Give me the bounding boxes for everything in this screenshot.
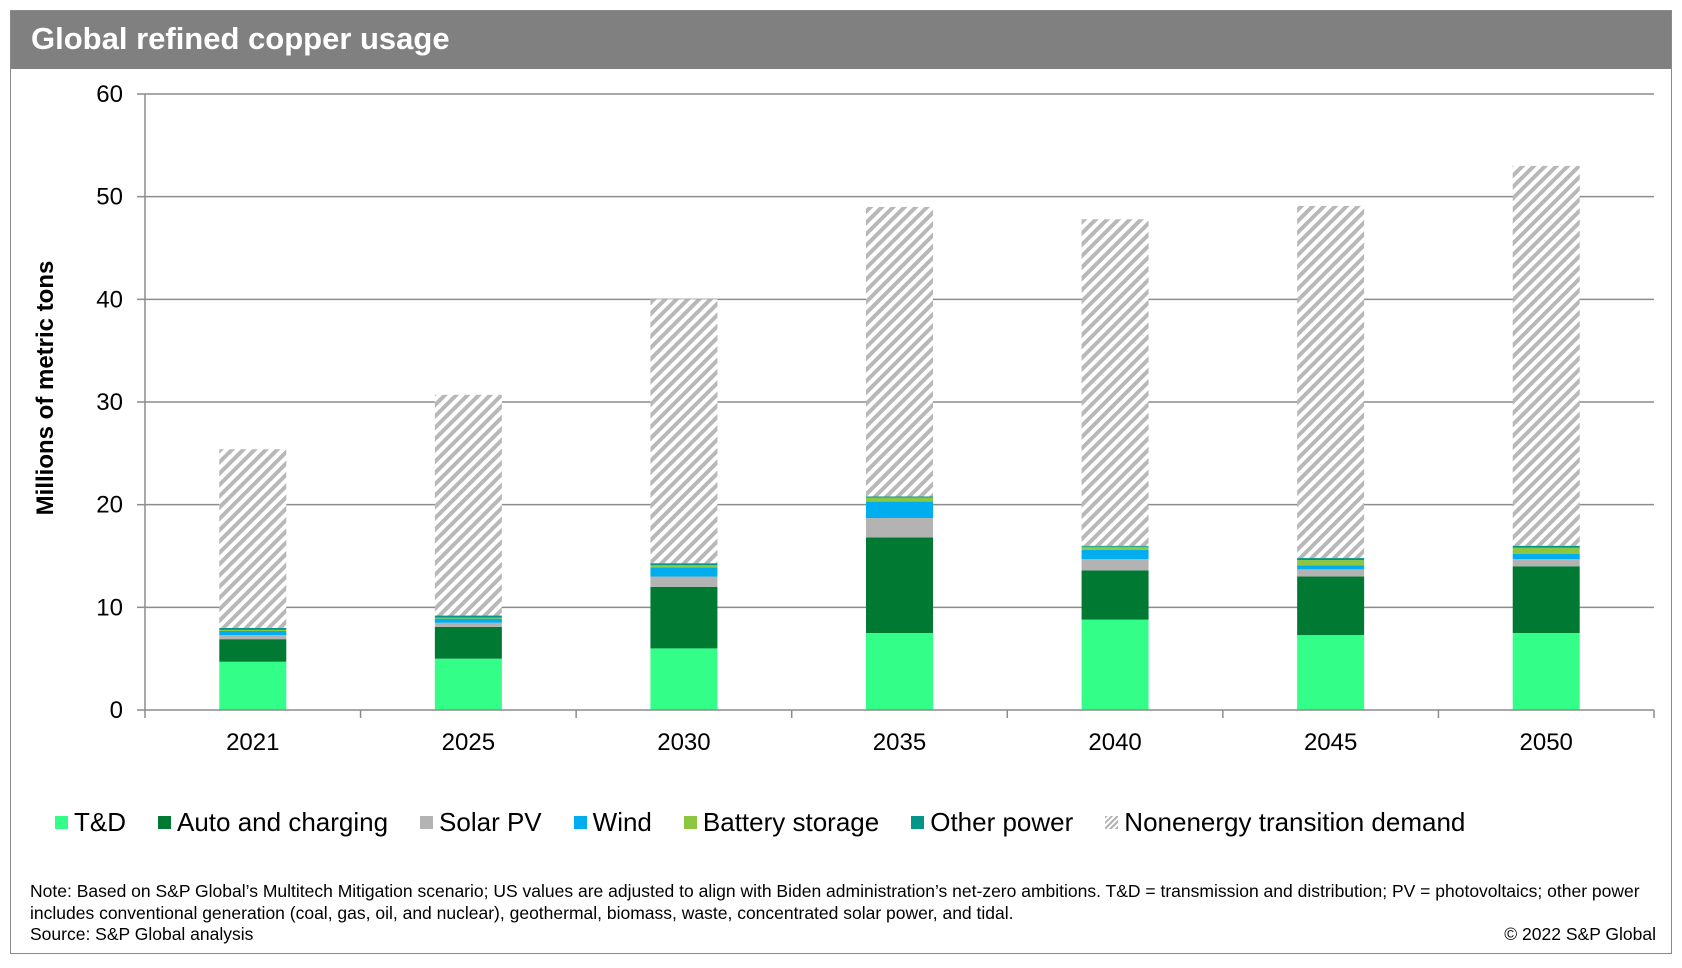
legend-swatch: [573, 815, 587, 829]
y-tick-label: 40: [96, 286, 123, 313]
x-tick-label: 2045: [1304, 729, 1357, 756]
legend-swatch: [911, 815, 925, 829]
bar-segment: [650, 563, 718, 566]
chart-legend: T&D Auto and charging Solar PV Wind Battery …: [55, 805, 1655, 839]
bar-segment: [219, 635, 287, 640]
legend-item: Auto and charging: [158, 807, 388, 838]
bar-segment: [1297, 635, 1365, 710]
bar-segment: [1081, 545, 1149, 547]
copyright-text: © 2022 S&P Global: [1504, 924, 1656, 944]
legend-label: Other power: [930, 806, 1074, 837]
bar-segment: [219, 629, 287, 631]
bar-segment: [434, 615, 502, 618]
footnote: Note: Based on S&P Global’s Multitech Mi…: [30, 881, 1640, 923]
bar-segment: [219, 627, 287, 630]
source-text: Source: S&P Global analysis: [30, 924, 254, 944]
bar-segment: [1081, 570, 1149, 620]
bars: [219, 165, 1580, 710]
legend-swatch: [55, 815, 68, 829]
y-tick-label: 50: [96, 184, 123, 211]
bar-segment: [866, 501, 933, 519]
legend-item: T&D: [55, 807, 126, 838]
y-tick-label: 10: [96, 594, 123, 621]
legend-item: Wind: [573, 806, 652, 838]
bar-segment: [434, 617, 502, 619]
legend-label: Solar PV: [439, 806, 542, 837]
bar-segment: [219, 639, 287, 662]
bar-segment: [866, 206, 933, 497]
y-tick-label: 20: [96, 492, 123, 519]
x-tick-label: 2021: [226, 729, 279, 756]
legend-item: Nonenergy transition demand: [1105, 807, 1465, 838]
legend-label: Wind: [592, 806, 652, 837]
bar-segment: [650, 565, 718, 568]
x-tick-label: 2025: [442, 729, 495, 756]
chart-frame: Global refined copper usage: [10, 10, 1672, 954]
bar-segment: [1081, 619, 1149, 710]
bar-segment: [1512, 547, 1580, 554]
x-tick-label: 2040: [1088, 729, 1141, 756]
legend-item: Battery storage: [683, 806, 880, 838]
bar-segment: [1297, 205, 1365, 559]
bar-segment: [866, 633, 933, 710]
bar-segment: [1297, 560, 1365, 566]
bar-segment: [650, 567, 718, 577]
y-tick-label: 60: [96, 81, 123, 108]
bar-segment: [650, 648, 718, 710]
bar-segment: [866, 497, 933, 502]
bar-segment: [1297, 576, 1365, 636]
legend-swatch: [683, 815, 697, 829]
y-tick-label: 30: [96, 389, 123, 416]
y-axis-label: Millions of metric tons: [32, 261, 59, 516]
bar-segment: [434, 394, 502, 616]
legend-label: Auto and charging: [177, 806, 389, 837]
y-tick-label: 0: [110, 697, 123, 724]
legend-swatch: [158, 815, 171, 829]
bar-segment: [219, 449, 287, 628]
legend-swatch: [1105, 815, 1119, 829]
bar-segment: [219, 661, 287, 710]
bar-segment: [434, 658, 502, 710]
bar-segment: [434, 618, 502, 623]
bar-segment: [650, 299, 718, 564]
bar-segment: [219, 630, 287, 636]
legend-swatch: [420, 815, 434, 829]
bar-segment: [1512, 633, 1580, 710]
legend-label: Nonenergy transition demand: [1124, 806, 1466, 837]
legend-label: T&D: [74, 806, 126, 837]
bar-segment: [1512, 165, 1580, 546]
bar-segment: [866, 496, 933, 498]
legend-label: Battery storage: [702, 806, 880, 837]
bar-segment: [866, 537, 933, 633]
bar-segment: [650, 586, 718, 649]
bar-segment: [434, 626, 502, 659]
bar-segment: [866, 518, 933, 538]
bar-segment: [1081, 559, 1149, 571]
x-tick-label: 2050: [1520, 729, 1573, 756]
chart-header: Global refined copper usage: [11, 11, 1671, 69]
bar-segment: [1081, 219, 1149, 546]
x-tick-label: 2035: [873, 729, 926, 756]
bar-segment: [650, 576, 718, 587]
bar-segment: [1512, 553, 1580, 560]
bar-segment: [1297, 565, 1365, 570]
bar-segment: [434, 622, 502, 627]
x-tick-label: 2030: [657, 729, 710, 756]
bar-segment: [1081, 549, 1149, 560]
bar-segment: [1081, 546, 1149, 550]
bar-segment: [1512, 559, 1580, 567]
bar-segment: [1297, 569, 1365, 577]
legend-item: Other power: [911, 807, 1073, 838]
chart-title: Global refined copper usage: [31, 21, 450, 56]
bar-segment: [1512, 545, 1580, 548]
bar-segment: [1297, 558, 1365, 561]
legend-item: Solar PV: [420, 807, 542, 838]
bar-segment: [1512, 566, 1580, 633]
